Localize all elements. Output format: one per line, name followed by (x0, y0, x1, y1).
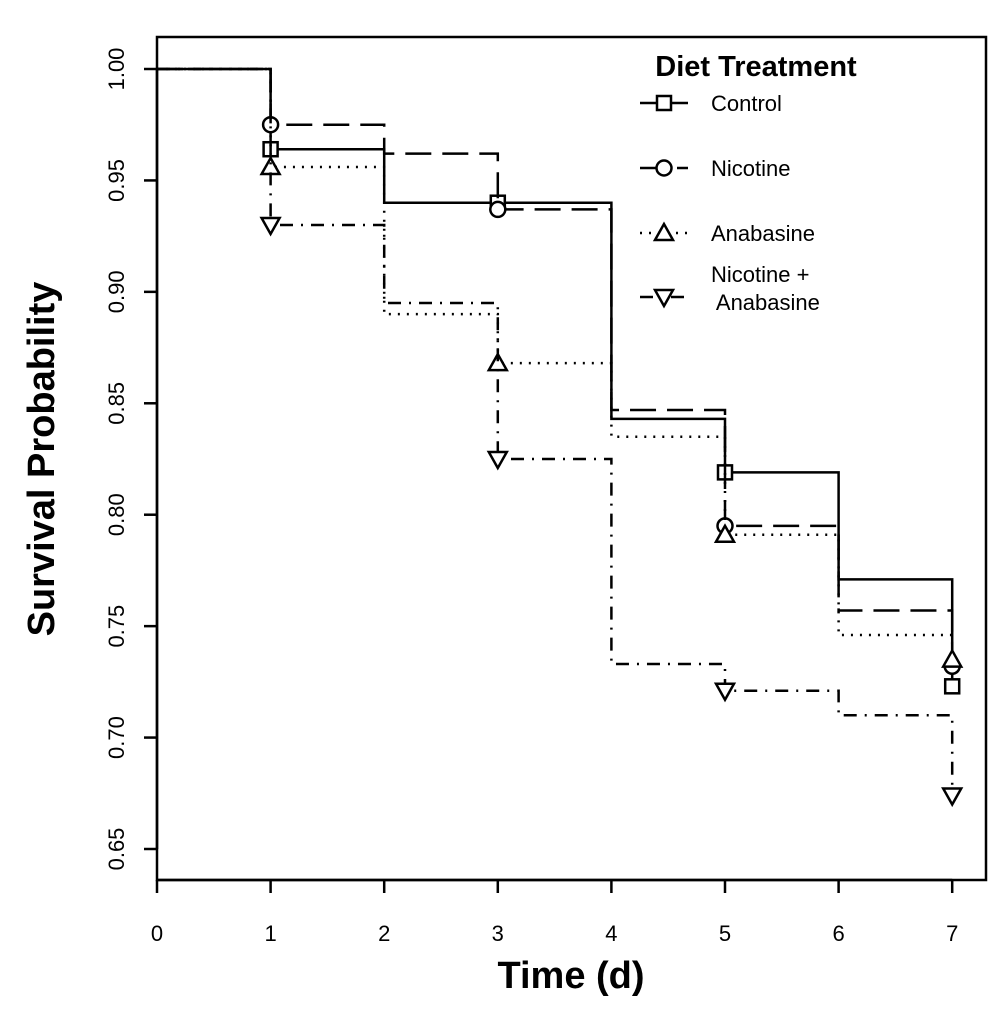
legend-marker-nicotine-anabasine (652, 288, 676, 309)
legend-label-control: Control (711, 91, 782, 116)
legend-marker-nicotine (655, 159, 673, 177)
y-tick-label: 0.90 (104, 270, 129, 313)
x-tick-label: 3 (492, 921, 504, 946)
y-tick-label: 0.95 (104, 159, 129, 202)
x-tick-label: 2 (378, 921, 390, 946)
x-tick-label: 6 (832, 921, 844, 946)
point-anabasine (713, 523, 737, 544)
point-nicotine-anabasine (486, 450, 509, 471)
y-tick-label: 0.75 (104, 605, 129, 648)
x-tick-label: 5 (719, 921, 731, 946)
y-tick-label: 0.70 (104, 716, 129, 759)
point-nicotine (489, 200, 507, 219)
x-axis: 0 1 2 3 4 5 6 7 (151, 878, 958, 946)
series-anabasine (157, 67, 964, 668)
series-line-control (157, 67, 954, 687)
point-nicotine-anabasine (941, 787, 964, 808)
legend-title: Diet Treatment (655, 51, 857, 83)
series-control (157, 67, 961, 695)
series-nicotine-anabasine (157, 67, 964, 808)
legend-marker-anabasine (652, 221, 676, 242)
y-tick-label: 0.65 (104, 828, 129, 871)
series-line-nicotine-anabasine (157, 67, 954, 796)
legend-marker-control (655, 94, 673, 112)
y-tick-label: 0.85 (104, 382, 129, 425)
y-tick-label: 1.00 (104, 48, 129, 91)
y-axis: 0.65 0.70 0.75 0.80 0.85 0.90 0.95 1.00 (104, 48, 159, 871)
series-line-nicotine (157, 67, 954, 667)
point-nicotine-anabasine (713, 682, 737, 703)
point-control (943, 678, 961, 695)
x-tick-label: 4 (605, 921, 617, 946)
y-axis-title: Survival Probability (21, 282, 63, 637)
y-tick-label: 0.80 (104, 493, 129, 536)
x-axis-title: Time (d) (497, 955, 644, 997)
legend-label-nicotine: Nicotine (711, 156, 790, 181)
series-nicotine (157, 67, 961, 676)
series-line-anabasine (157, 67, 954, 660)
legend-label-nicotine-anabasine: Nicotine + Anabasine (711, 262, 820, 315)
x-tick-label: 7 (946, 921, 958, 946)
x-tick-label: 0 (151, 921, 163, 946)
legend: Diet Treatment Control Nicotine Anabasine N… (640, 51, 857, 315)
point-anabasine (941, 648, 964, 668)
legend-label-anabasine: Anabasine (711, 221, 815, 246)
plot-frame (155, 35, 988, 882)
point-nicotine-anabasine (259, 216, 282, 237)
x-tick-label: 1 (264, 921, 276, 946)
series-layer (157, 67, 964, 808)
